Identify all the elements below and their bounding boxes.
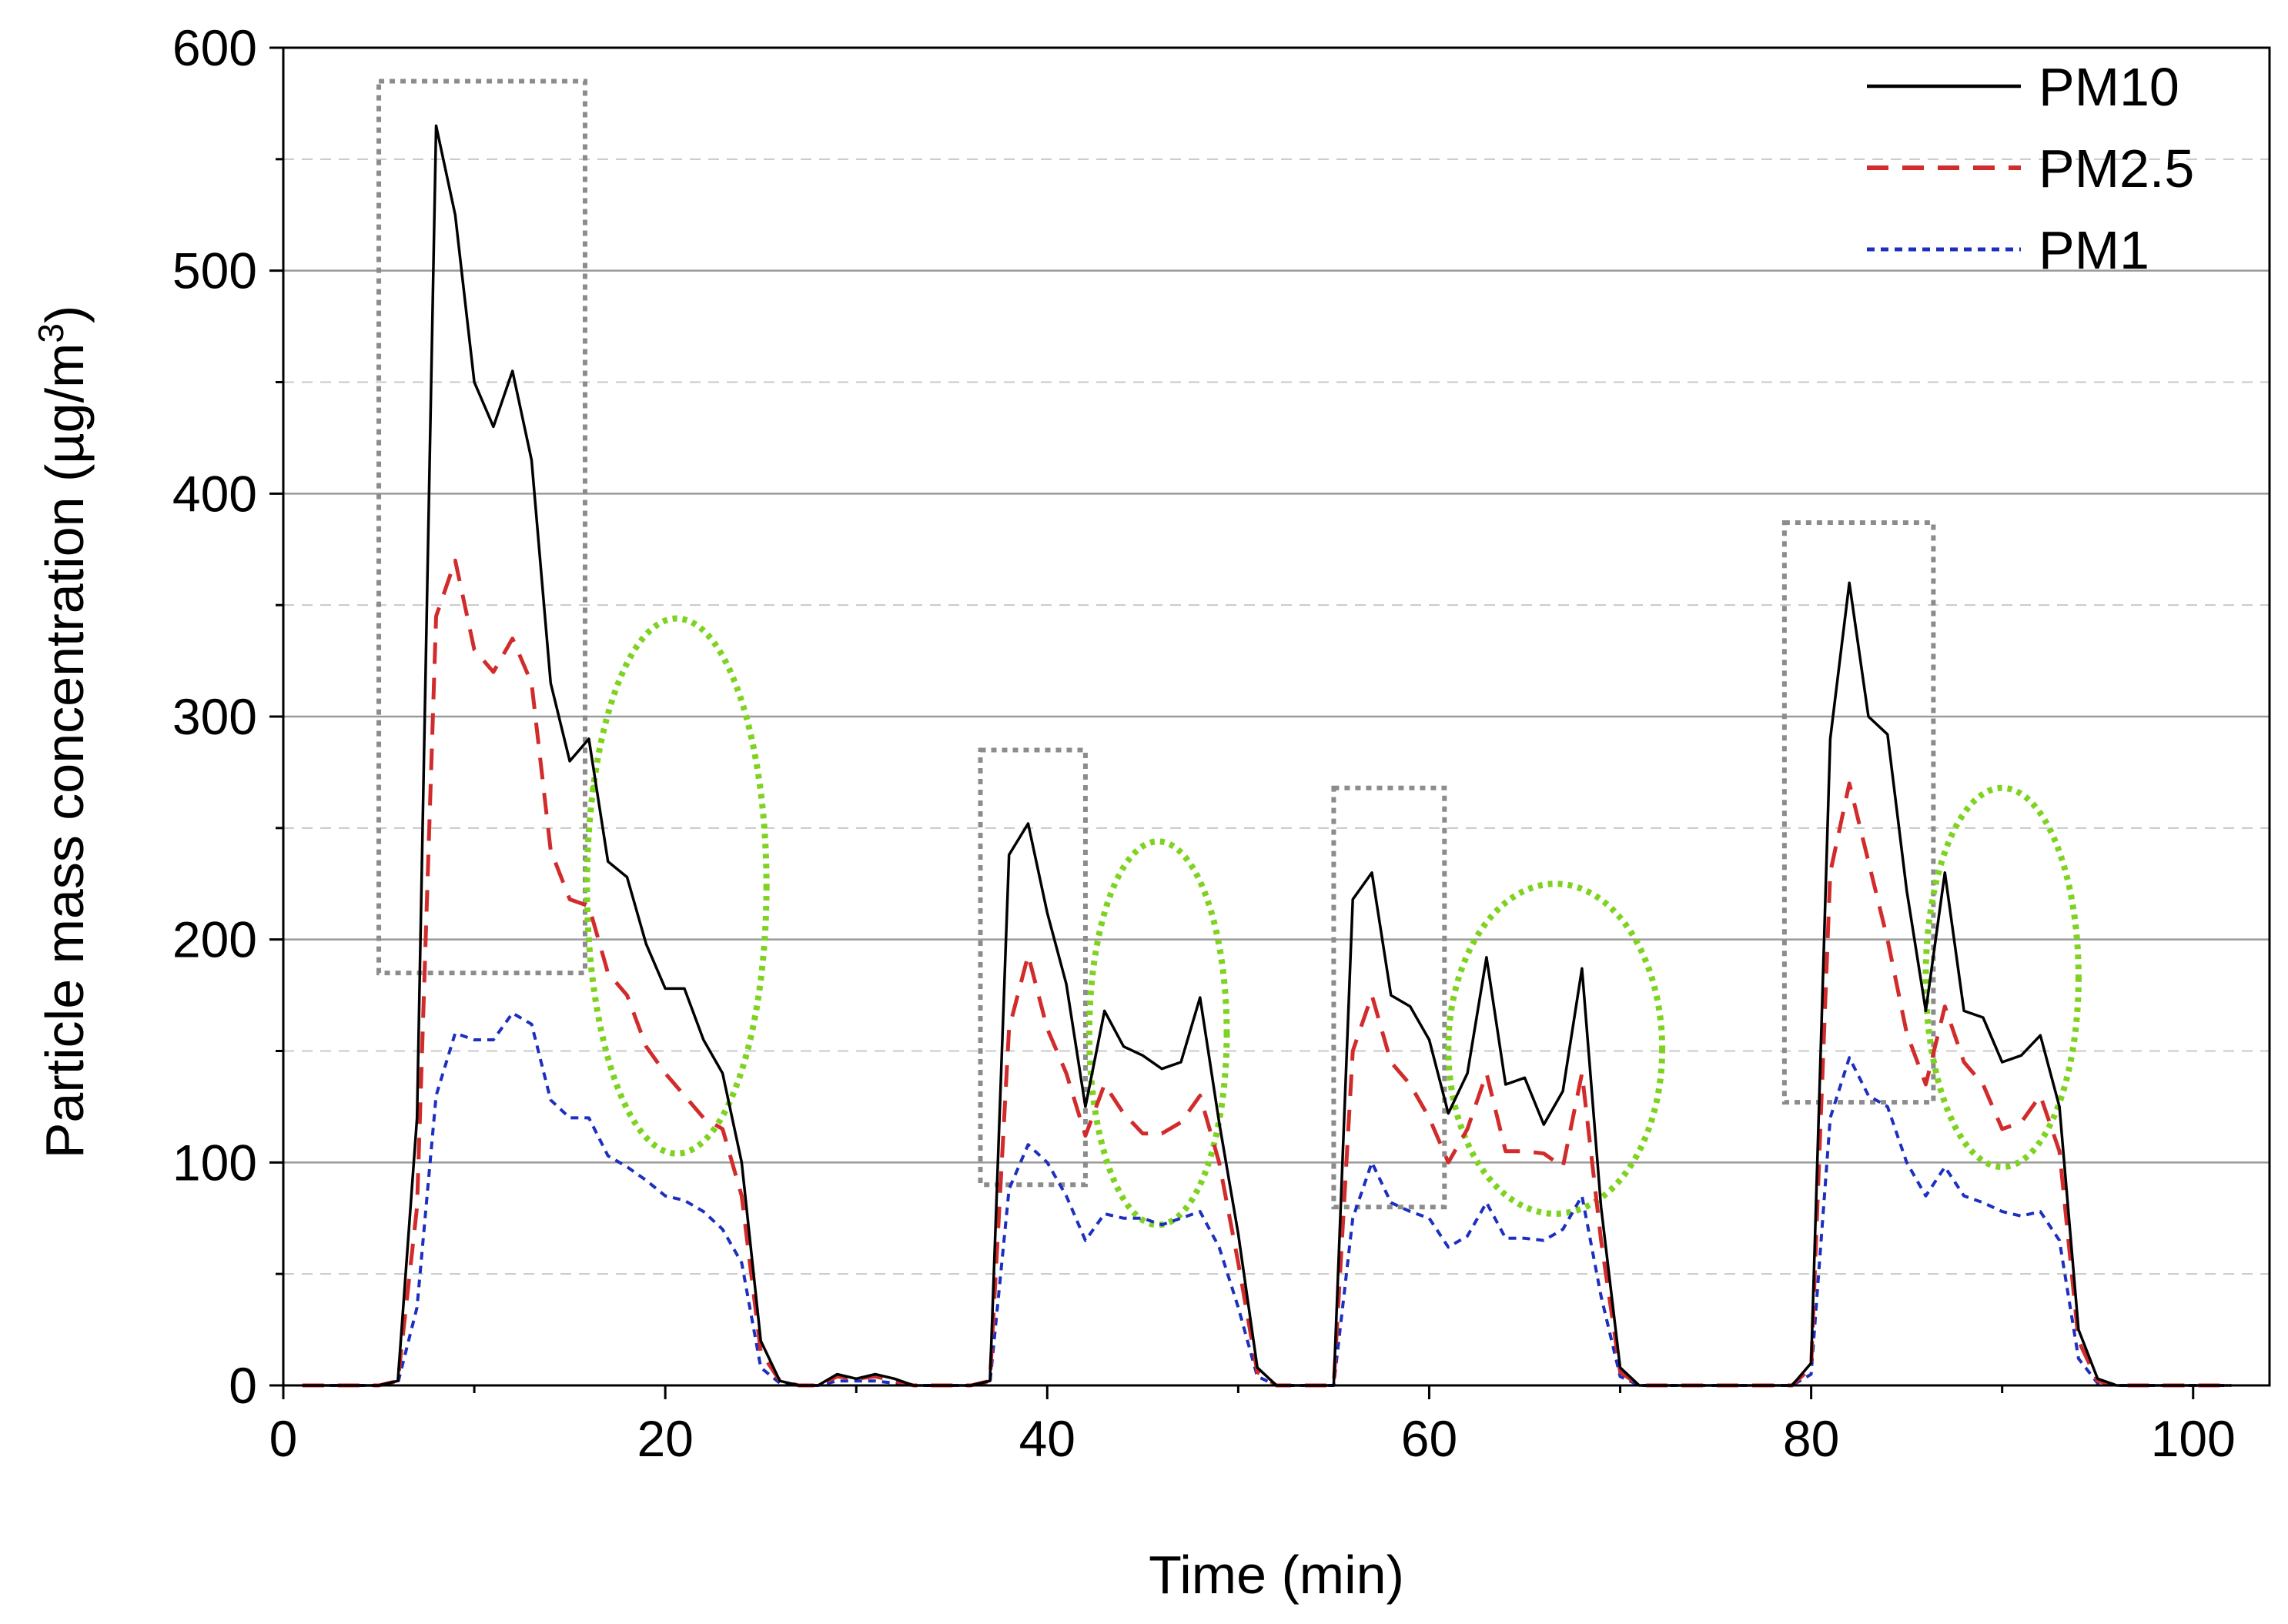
gridlines bbox=[283, 158, 2270, 1275]
y-axis-title-micro: µ bbox=[35, 433, 95, 463]
highlight-ellipse bbox=[1922, 784, 2082, 1171]
highlight-ellipse bbox=[1445, 881, 1666, 1217]
x-tick-label: 20 bbox=[637, 1410, 693, 1467]
highlight-rectangle bbox=[1781, 520, 1936, 1105]
annotations bbox=[376, 79, 2082, 1228]
y-axis-title-part-3: ) bbox=[35, 306, 95, 323]
y-tick-label: 300 bbox=[172, 688, 257, 745]
series-line-pm1 bbox=[302, 1011, 2232, 1387]
series bbox=[302, 124, 2232, 1388]
x-tick-label: 80 bbox=[1783, 1410, 1839, 1467]
y-tick-label: 600 bbox=[172, 19, 257, 76]
x-tick-label: 0 bbox=[269, 1410, 298, 1467]
highlight-rectangle bbox=[1331, 785, 1447, 1210]
y-tick-label: 0 bbox=[229, 1357, 257, 1414]
y-axis-title-superscript: 3 bbox=[31, 323, 71, 343]
y-tick-label: 200 bbox=[172, 911, 257, 968]
legend-label-pm10: PM10 bbox=[2039, 57, 2179, 117]
legend: PM10 PM2.5 PM1 bbox=[1867, 57, 2194, 280]
highlight-ellipse bbox=[584, 615, 770, 1157]
legend-label-pm25: PM2.5 bbox=[2039, 139, 2194, 199]
y-tick-label: 400 bbox=[172, 465, 257, 522]
highlight-ellipse bbox=[1085, 838, 1230, 1228]
axis-ticks: 0 100 200 300 400 500 600 0 20 40 60 80 100 bbox=[172, 19, 2236, 1467]
x-tick-label: 60 bbox=[1401, 1410, 1457, 1467]
highlight-rectangle bbox=[376, 79, 587, 976]
y-axis-title-part-2: g/m bbox=[35, 343, 95, 433]
series-line-pm10 bbox=[302, 124, 2232, 1387]
x-axis-title: Time (min) bbox=[1149, 1545, 1404, 1605]
y-axis-title: Particle mass concentration (µg/m3) bbox=[31, 306, 95, 1159]
y-tick-label: 500 bbox=[172, 242, 257, 299]
highlight-rectangle bbox=[978, 747, 1088, 1188]
x-tick-label: 100 bbox=[2151, 1410, 2236, 1467]
legend-label-pm1: PM1 bbox=[2039, 220, 2149, 280]
y-tick-label: 100 bbox=[172, 1134, 257, 1191]
series-line-pm25 bbox=[302, 558, 2232, 1388]
x-tick-label: 40 bbox=[1019, 1410, 1075, 1467]
y-axis-title-part-1: Particle mass concentration ( bbox=[35, 464, 95, 1159]
